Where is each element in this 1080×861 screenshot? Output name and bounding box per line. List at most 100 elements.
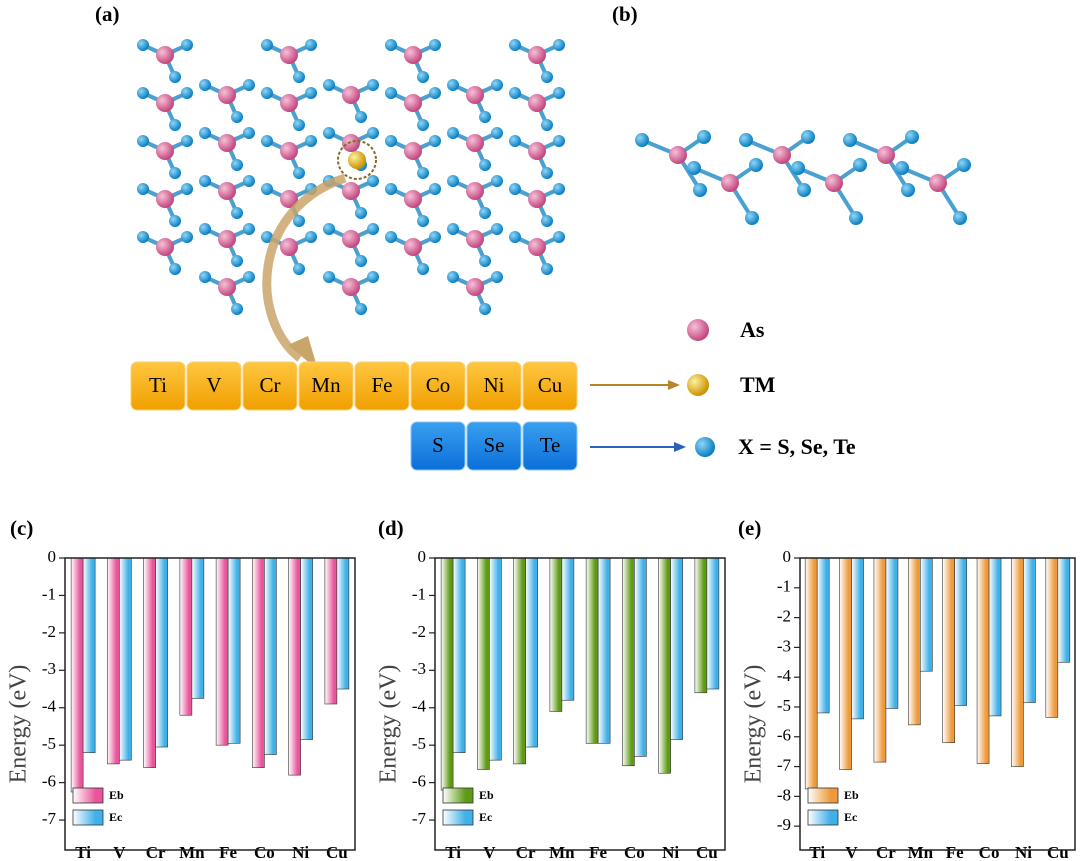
x-atom bbox=[243, 271, 255, 283]
x-atom bbox=[261, 231, 273, 243]
as-atom bbox=[404, 190, 422, 208]
x-atom bbox=[231, 255, 243, 267]
as-atom bbox=[280, 238, 298, 256]
x-tick-label: Mn bbox=[179, 843, 205, 861]
as-atom bbox=[156, 94, 174, 112]
x-atom bbox=[231, 111, 243, 123]
x-atom bbox=[853, 158, 867, 172]
x-atom bbox=[553, 183, 565, 195]
x-tick-label: Ni bbox=[292, 843, 309, 861]
x-atom bbox=[447, 127, 459, 139]
x-atom bbox=[429, 231, 441, 243]
as-atom bbox=[466, 86, 484, 104]
bar bbox=[1011, 557, 1024, 767]
bar bbox=[954, 557, 967, 706]
as-atom bbox=[218, 278, 236, 296]
bar bbox=[694, 557, 708, 694]
as-atom bbox=[156, 190, 174, 208]
x-atom bbox=[491, 127, 503, 139]
bar bbox=[885, 557, 899, 709]
chart-title: (d) bbox=[378, 516, 404, 540]
x-atom bbox=[137, 183, 149, 195]
as-atom bbox=[528, 190, 546, 208]
element-label: Fe bbox=[372, 373, 393, 397]
x-atom bbox=[181, 87, 193, 99]
x-atom bbox=[355, 303, 367, 315]
x-atom bbox=[293, 263, 305, 275]
x-atom bbox=[417, 167, 429, 179]
x-tick-label: Ti bbox=[445, 843, 461, 861]
element-label: Cr bbox=[260, 373, 281, 397]
legend-label: Eb bbox=[844, 788, 859, 802]
x-atom bbox=[169, 119, 181, 131]
bar-chart: (d) Energy (eV) Ti V Cr Mn Fe Co Ni Cu 0 -1 -2 -3 -4 -5… bbox=[376, 516, 726, 861]
y-tick-label: -3 bbox=[412, 659, 426, 678]
as-atom bbox=[218, 230, 236, 248]
bar bbox=[561, 557, 575, 701]
arrow-head bbox=[674, 442, 686, 452]
panel-label: (a) bbox=[95, 2, 120, 26]
x-atom bbox=[137, 231, 149, 243]
y-tick-label: -4 bbox=[412, 697, 427, 716]
x-atom bbox=[541, 167, 553, 179]
element-label: V bbox=[206, 373, 221, 397]
as-atom bbox=[280, 94, 298, 112]
x-atom bbox=[687, 161, 701, 175]
x-atom bbox=[901, 183, 915, 197]
x-atom bbox=[367, 127, 379, 139]
legend-label: Ec bbox=[479, 810, 493, 824]
legend-label: Eb bbox=[109, 788, 124, 802]
x-atom bbox=[137, 87, 149, 99]
x-atom bbox=[305, 231, 317, 243]
y-tick-label: -1 bbox=[777, 577, 791, 596]
element-label: Co bbox=[426, 373, 451, 397]
element-label: Se bbox=[484, 433, 505, 457]
as-atom bbox=[528, 142, 546, 160]
bar bbox=[942, 557, 955, 744]
legend-swatch bbox=[72, 809, 104, 826]
as-atom bbox=[773, 146, 791, 164]
x-atom bbox=[293, 71, 305, 83]
x-atom bbox=[367, 223, 379, 235]
plot-frame bbox=[434, 557, 726, 851]
x-atom bbox=[509, 87, 521, 99]
x-tick-label: V bbox=[483, 843, 496, 861]
bar bbox=[70, 557, 84, 793]
bar bbox=[300, 557, 313, 740]
element-box bbox=[522, 421, 578, 471]
element-label: Cu bbox=[538, 373, 563, 397]
x-tick-label: Ti bbox=[75, 843, 91, 861]
bar bbox=[597, 557, 611, 744]
x-atom bbox=[293, 215, 305, 227]
x-atom bbox=[305, 135, 317, 147]
bar bbox=[816, 557, 830, 714]
y-tick-label: 0 bbox=[48, 547, 57, 566]
x-tick-label: Cu bbox=[326, 843, 348, 861]
x-atom bbox=[181, 39, 193, 51]
x-atom bbox=[479, 111, 491, 123]
x-atom bbox=[231, 303, 243, 315]
as-atom bbox=[342, 86, 360, 104]
as-atom bbox=[466, 134, 484, 152]
bar bbox=[489, 557, 502, 761]
bar bbox=[622, 557, 635, 767]
y-tick-label: -5 bbox=[412, 734, 426, 753]
x-atom bbox=[417, 263, 429, 275]
x-atom bbox=[479, 207, 491, 219]
as-atom bbox=[280, 190, 298, 208]
bar bbox=[513, 557, 526, 765]
bar bbox=[839, 557, 852, 770]
lattice-top-view bbox=[137, 39, 565, 315]
y-tick-label: -4 bbox=[777, 666, 792, 685]
bar bbox=[477, 557, 490, 770]
x-atom bbox=[479, 303, 491, 315]
legend-label: Eb bbox=[479, 788, 494, 802]
x-atom bbox=[293, 119, 305, 131]
y-tick-label: -4 bbox=[42, 697, 57, 716]
x-tick-label: Mn bbox=[908, 843, 934, 861]
x-atom bbox=[305, 87, 317, 99]
arrow-head bbox=[668, 380, 680, 390]
bar bbox=[324, 557, 338, 705]
y-tick-label: -5 bbox=[42, 734, 56, 753]
